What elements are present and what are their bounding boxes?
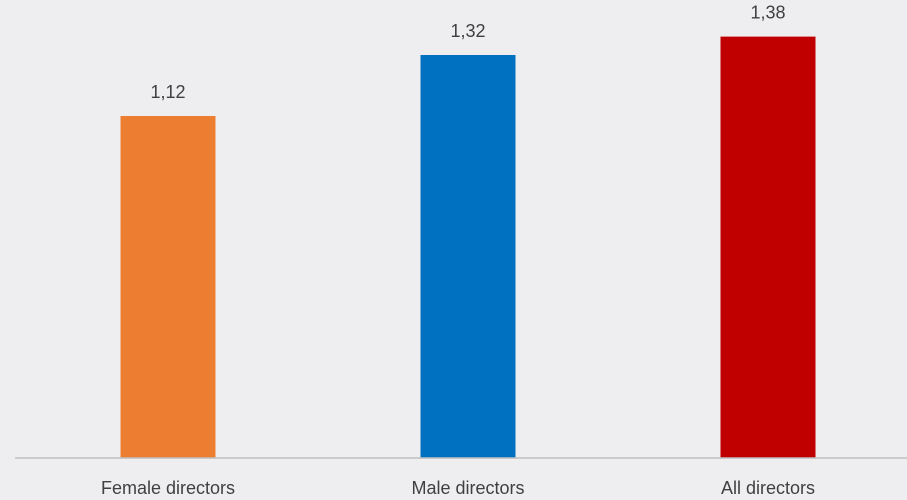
value-label-female-directors: 1,12 — [150, 82, 185, 102]
category-label-female-directors: Female directors — [101, 478, 235, 498]
bar-female-directors — [120, 116, 216, 458]
bar-male-directors — [420, 55, 516, 458]
value-label-all-directors: 1,38 — [750, 3, 785, 23]
category-label-all-directors: All directors — [721, 478, 815, 498]
bar-all-directors — [720, 36, 816, 458]
category-label-male-directors: Male directors — [411, 478, 524, 498]
value-label-male-directors: 1,32 — [450, 21, 485, 41]
